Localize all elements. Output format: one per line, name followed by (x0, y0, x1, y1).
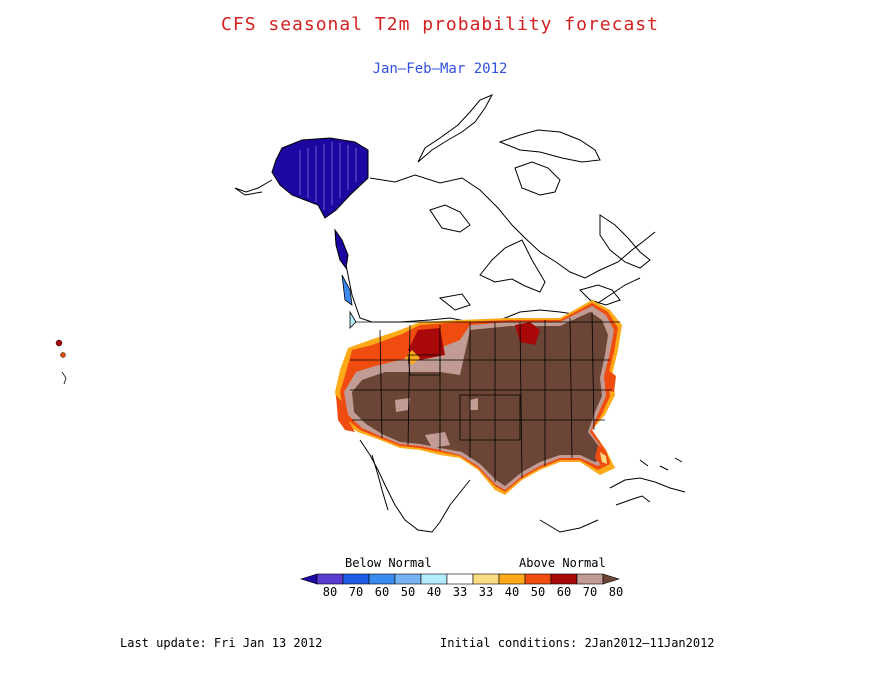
map-title: CFS seasonal T2m probability forecast (221, 14, 659, 35)
legend-color-swatch (576, 573, 604, 585)
legend-color-swatch (342, 573, 370, 585)
legend-color-swatch (550, 573, 578, 585)
legend-color-swatch (498, 573, 526, 585)
legend-tick-label: 80 (609, 585, 623, 599)
mexico-caribbean (359, 439, 686, 533)
legend-colorbar (299, 573, 621, 585)
legend-above-normal-label: Above Normal (519, 556, 606, 570)
legend-tick-label: 50 (531, 585, 545, 599)
legend-color-swatch (420, 573, 448, 585)
legend-tick-label: 70 (583, 585, 597, 599)
legend-tick-label: 60 (375, 585, 389, 599)
hawaii-islands (55, 339, 67, 385)
legend-tick-label: 60 (557, 585, 571, 599)
map-subtitle: Jan—Feb—Mar 2012 (372, 61, 508, 77)
state-boundaries (350, 311, 620, 482)
legend-color-swatch (394, 573, 422, 585)
legend-color-swatch (299, 573, 318, 585)
conus-forecast (335, 300, 622, 495)
legend-tick-label: 40 (505, 585, 519, 599)
legend-tick-label: 40 (427, 585, 441, 599)
legend-color-swatch (472, 573, 500, 585)
legend-tick-label: 50 (401, 585, 415, 599)
legend-below-normal-label: Below Normal (345, 556, 432, 570)
legend-color-swatch (446, 573, 474, 585)
legend-tick-label: 33 (453, 585, 467, 599)
last-update-text: Last update: Fri Jan 13 2012 (120, 636, 323, 650)
canada-outline (344, 93, 656, 326)
legend-color-swatch (368, 573, 396, 585)
legend-color-swatch (602, 573, 621, 585)
initial-conditions-text: Initial conditions: 2Jan2012—11Jan2012 (440, 636, 715, 650)
legend-color-swatch (316, 573, 344, 585)
legend-tick-label: 70 (349, 585, 363, 599)
legend-color-swatch (524, 573, 552, 585)
legend-ticks: 80 70 60 50 40 33 33 40 50 60 70 80 (323, 585, 623, 599)
alaska-region (234, 137, 369, 329)
legend-tick-label: 80 (323, 585, 337, 599)
legend-tick-label: 33 (479, 585, 493, 599)
